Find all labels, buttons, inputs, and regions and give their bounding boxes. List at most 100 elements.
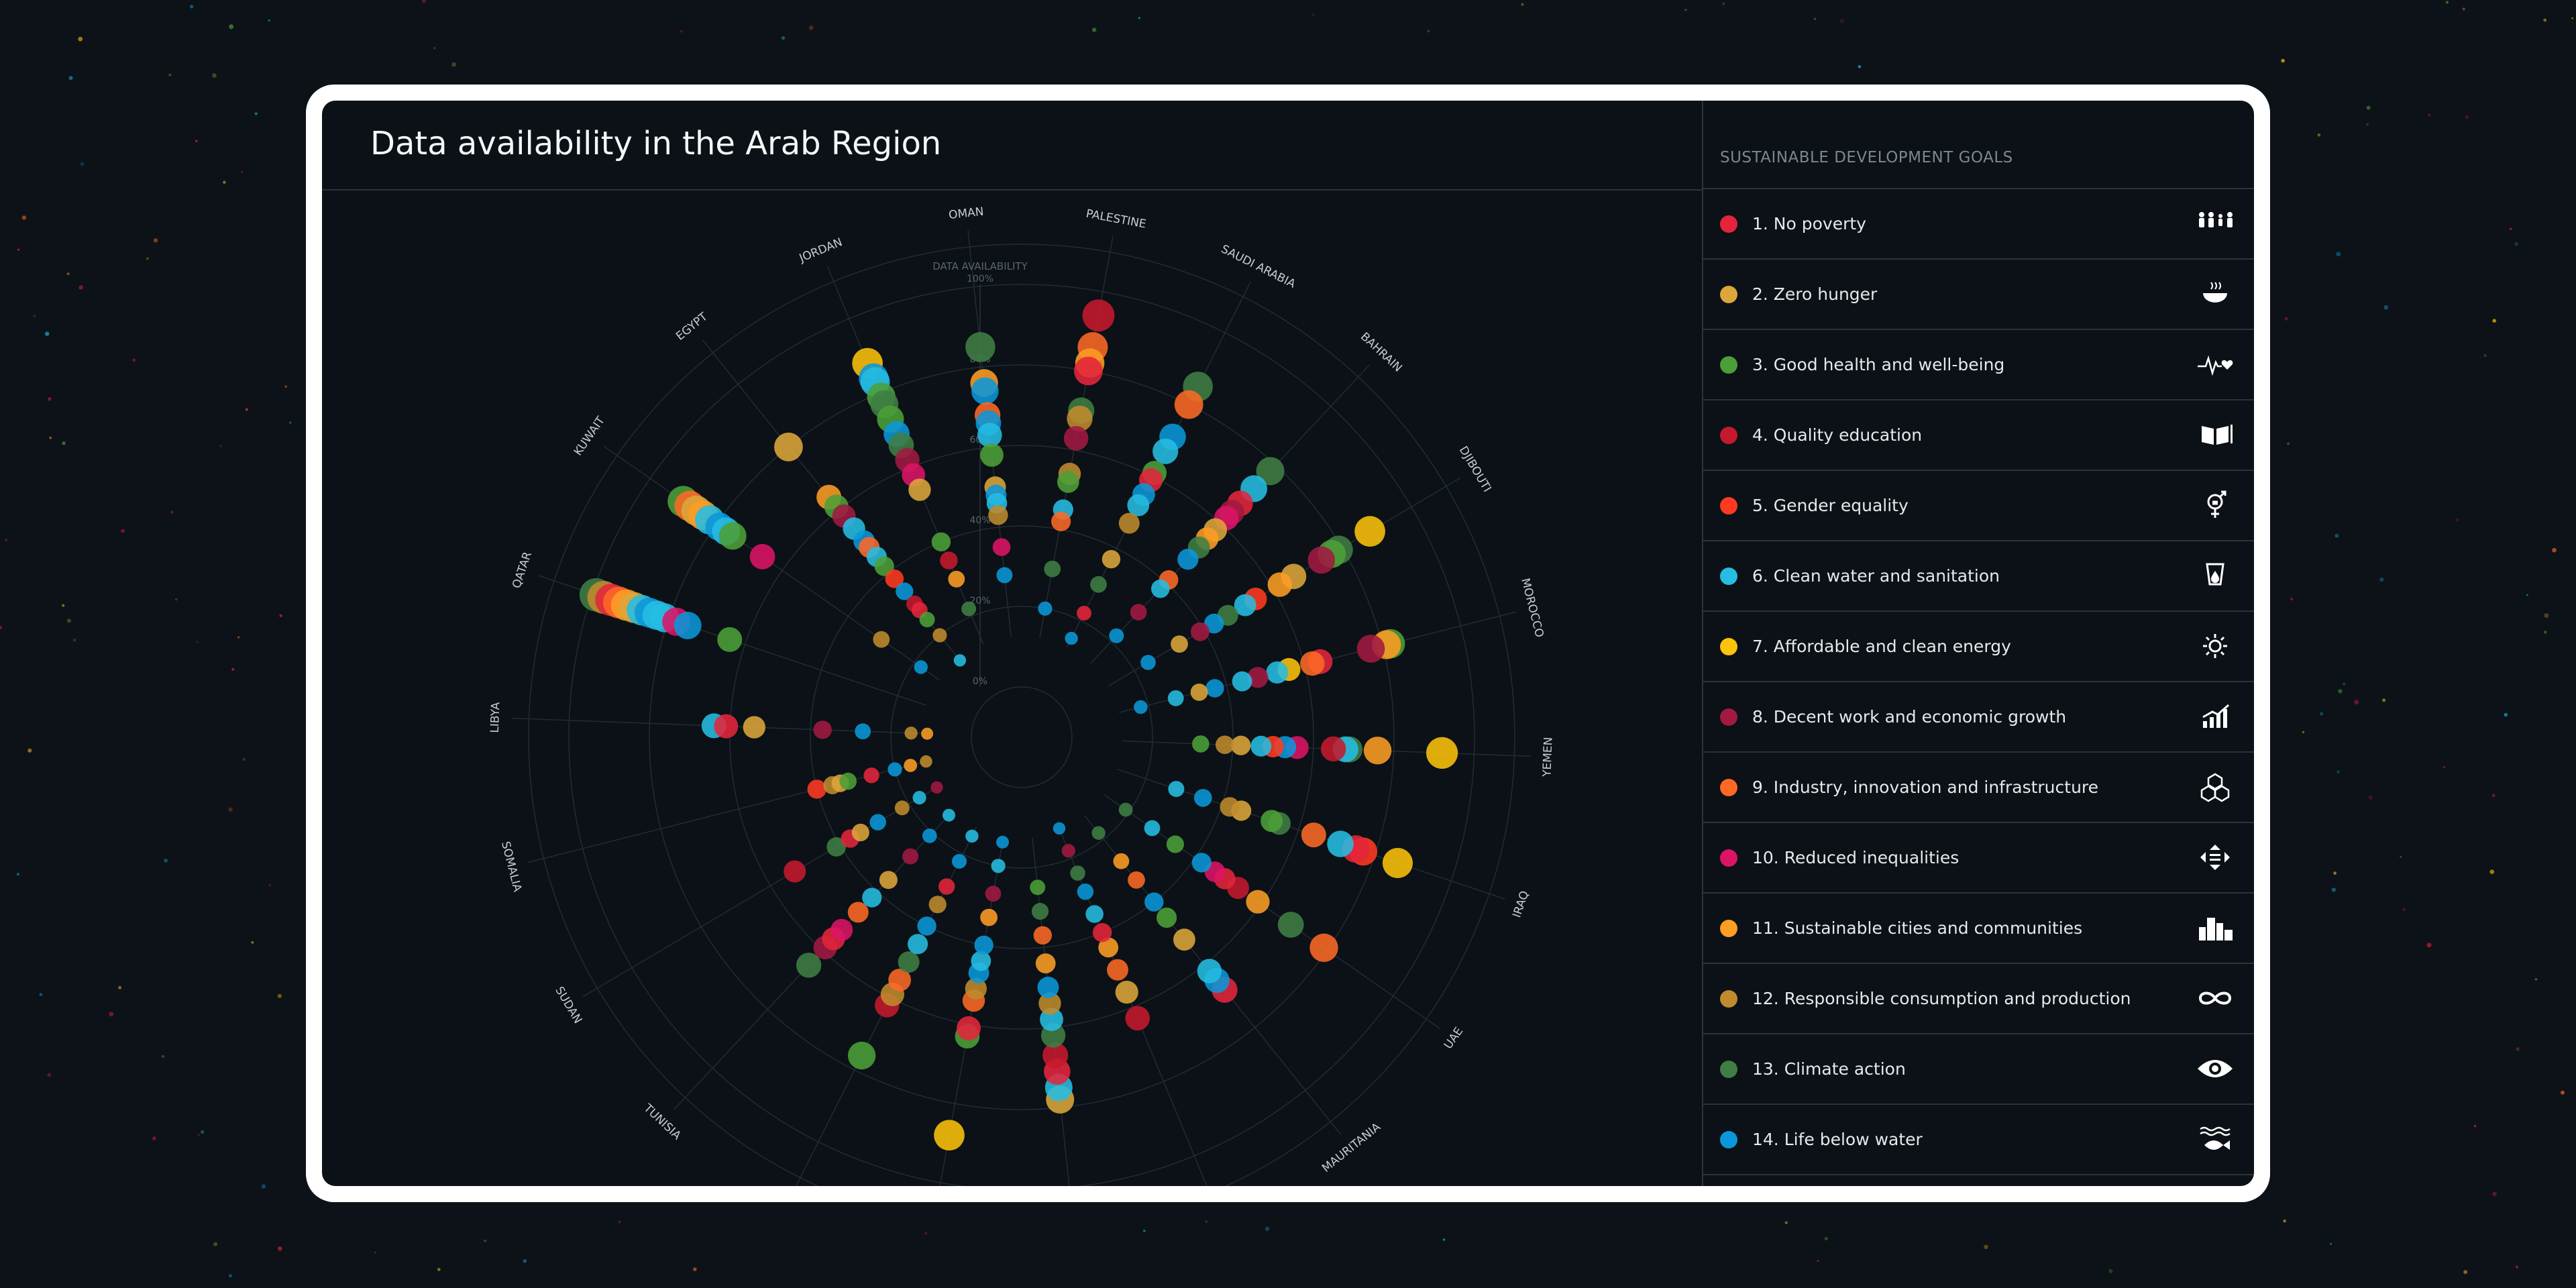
data-point[interactable]: [1166, 835, 1184, 853]
data-point[interactable]: [919, 612, 935, 628]
goal-item-8[interactable]: 8. Decent work and economic growth: [1703, 682, 2254, 753]
data-point[interactable]: [996, 835, 1009, 849]
data-point[interactable]: [862, 888, 882, 908]
data-point[interactable]: [1204, 613, 1224, 634]
data-point[interactable]: [1077, 606, 1091, 621]
data-point[interactable]: [1077, 883, 1094, 900]
data-point[interactable]: [1157, 907, 1177, 928]
data-point[interactable]: [1085, 905, 1104, 923]
data-point[interactable]: [1113, 853, 1130, 869]
data-point[interactable]: [830, 918, 853, 941]
data-point[interactable]: [1042, 1042, 1069, 1069]
data-point[interactable]: [904, 727, 918, 740]
data-point[interactable]: [1130, 604, 1147, 621]
data-point[interactable]: [1140, 655, 1156, 670]
data-point[interactable]: [717, 627, 743, 652]
data-point[interactable]: [1354, 516, 1385, 547]
data-point[interactable]: [1109, 628, 1124, 643]
data-point[interactable]: [718, 522, 747, 550]
data-point[interactable]: [1191, 622, 1210, 641]
data-point[interactable]: [1091, 826, 1106, 840]
data-point[interactable]: [1144, 820, 1161, 837]
data-point[interactable]: [1118, 513, 1140, 534]
data-point[interactable]: [1134, 700, 1148, 714]
data-point[interactable]: [931, 532, 951, 551]
data-point[interactable]: [1098, 937, 1119, 958]
data-point[interactable]: [952, 854, 967, 869]
goal-item-10[interactable]: 10. Reduced inequalities: [1703, 823, 2254, 894]
data-point[interactable]: [1033, 926, 1053, 945]
data-point[interactable]: [1327, 830, 1354, 857]
data-point[interactable]: [1082, 299, 1115, 332]
data-point[interactable]: [1061, 844, 1076, 858]
data-point[interactable]: [1234, 594, 1256, 616]
data-point[interactable]: [977, 423, 1002, 447]
goal-item-6[interactable]: 6. Clean water and sanitation: [1703, 541, 2254, 612]
data-point[interactable]: [908, 478, 931, 501]
data-point[interactable]: [1190, 684, 1208, 701]
data-point[interactable]: [896, 582, 914, 600]
data-point[interactable]: [1426, 737, 1458, 769]
data-point[interactable]: [813, 720, 832, 739]
data-point[interactable]: [774, 432, 803, 462]
data-point[interactable]: [784, 860, 806, 883]
data-point[interactable]: [1383, 848, 1413, 878]
data-point[interactable]: [1309, 933, 1338, 963]
data-point[interactable]: [971, 377, 999, 405]
data-point[interactable]: [1063, 426, 1089, 451]
data-point[interactable]: [1074, 356, 1103, 386]
data-point[interactable]: [1177, 549, 1199, 570]
data-point[interactable]: [869, 814, 886, 830]
data-point[interactable]: [965, 977, 987, 1000]
data-point[interactable]: [855, 723, 871, 740]
data-point[interactable]: [943, 808, 955, 822]
data-point[interactable]: [1232, 671, 1252, 692]
goal-item-4[interactable]: 4. Quality education: [1703, 400, 2254, 471]
data-point[interactable]: [1067, 405, 1093, 431]
data-point[interactable]: [1038, 601, 1053, 616]
data-point[interactable]: [1128, 871, 1145, 889]
data-point[interactable]: [953, 654, 967, 667]
data-point[interactable]: [826, 837, 847, 857]
data-point[interactable]: [1057, 470, 1079, 493]
data-point[interactable]: [1151, 579, 1170, 598]
data-point[interactable]: [1118, 802, 1133, 817]
data-point[interactable]: [902, 848, 919, 865]
data-point[interactable]: [1250, 735, 1272, 757]
data-point[interactable]: [914, 660, 928, 674]
data-point[interactable]: [1090, 576, 1107, 593]
data-point[interactable]: [894, 800, 910, 816]
data-point[interactable]: [974, 935, 994, 955]
goal-item-14[interactable]: 14. Life below water: [1703, 1105, 2254, 1175]
data-point[interactable]: [1307, 546, 1336, 574]
goal-item-5[interactable]: 5. Gender equality: [1703, 471, 2254, 541]
data-point[interactable]: [920, 755, 932, 768]
data-point[interactable]: [917, 916, 936, 936]
data-point[interactable]: [873, 631, 890, 648]
data-point[interactable]: [1037, 976, 1059, 998]
data-point[interactable]: [898, 951, 920, 973]
data-point[interactable]: [912, 791, 926, 805]
data-point[interactable]: [847, 902, 869, 923]
data-point[interactable]: [888, 969, 911, 991]
data-point[interactable]: [1144, 892, 1164, 912]
data-point[interactable]: [1301, 822, 1326, 848]
data-point[interactable]: [1192, 735, 1210, 753]
data-point[interactable]: [1356, 635, 1385, 663]
data-point[interactable]: [1092, 923, 1112, 943]
data-point[interactable]: [904, 759, 918, 772]
data-point[interactable]: [1266, 661, 1289, 684]
data-point[interactable]: [965, 829, 979, 843]
data-point[interactable]: [1205, 679, 1224, 698]
data-point[interactable]: [1107, 959, 1128, 981]
data-point[interactable]: [921, 727, 934, 740]
data-point[interactable]: [965, 332, 996, 362]
data-point[interactable]: [1220, 797, 1240, 817]
data-point[interactable]: [980, 443, 1004, 467]
data-point[interactable]: [1171, 635, 1188, 653]
data-point[interactable]: [874, 556, 894, 576]
data-point[interactable]: [714, 714, 739, 739]
data-point[interactable]: [1277, 912, 1304, 938]
data-point[interactable]: [1231, 735, 1251, 755]
data-point[interactable]: [1194, 789, 1212, 807]
